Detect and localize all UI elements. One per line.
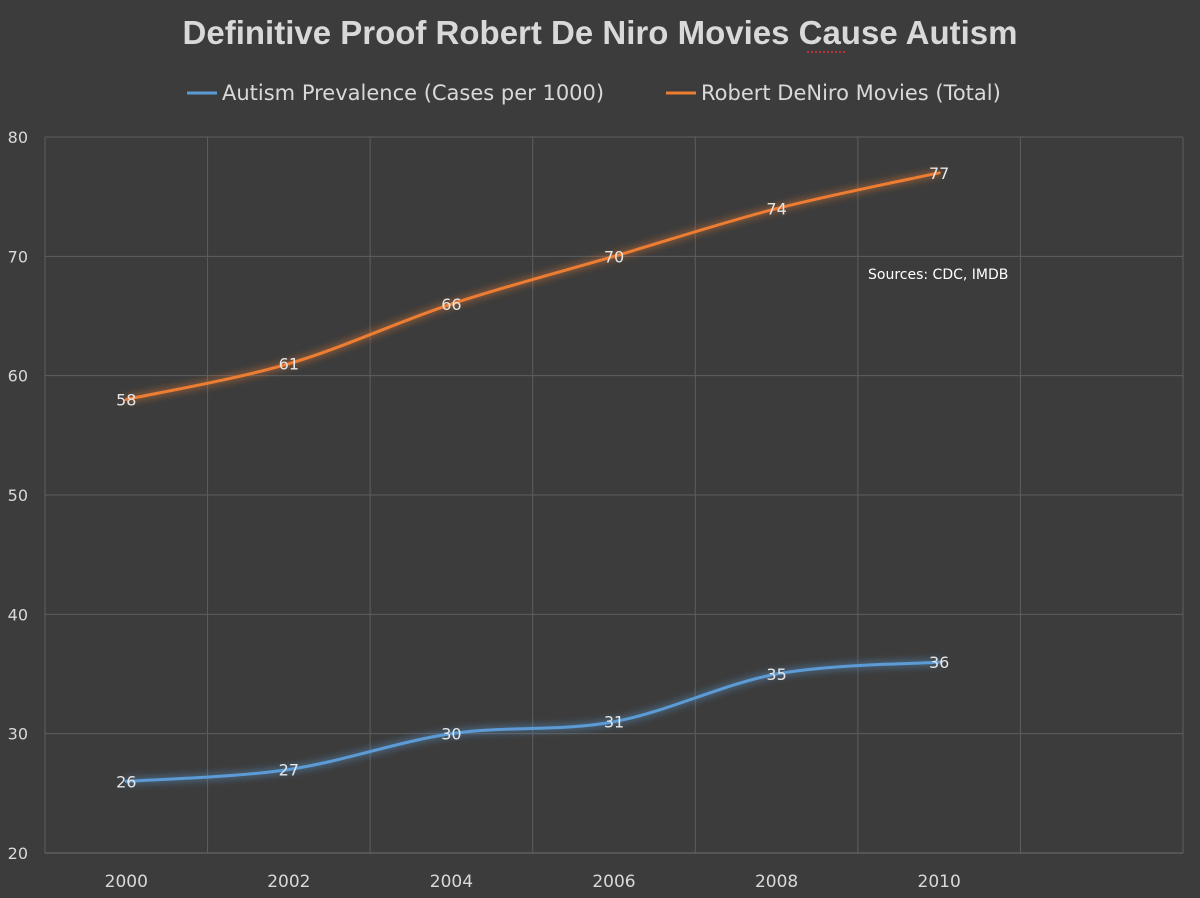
y-tick-label: 20 bbox=[8, 844, 28, 863]
chart-title: Definitive Proof Robert De Niro Movies C… bbox=[183, 14, 1018, 51]
data-label: 36 bbox=[929, 653, 949, 672]
y-tick-label: 80 bbox=[8, 128, 28, 147]
y-tick-label: 70 bbox=[8, 247, 28, 266]
data-label: 35 bbox=[766, 665, 786, 684]
data-label: 74 bbox=[766, 200, 786, 219]
legend: Autism Prevalence (Cases per 1000) Robert… bbox=[187, 81, 1001, 105]
x-tick-label: 2004 bbox=[430, 872, 473, 892]
y-axis-ticks: 20 30 40 50 60 70 80 bbox=[8, 128, 28, 863]
x-tick-label: 2002 bbox=[267, 872, 310, 892]
legend-label: Autism Prevalence (Cases per 1000) bbox=[222, 81, 604, 105]
y-tick-label: 60 bbox=[8, 367, 28, 386]
sources-annotation: Sources: CDC, IMDB bbox=[868, 267, 1008, 283]
data-label: 77 bbox=[929, 164, 949, 183]
data-label: 27 bbox=[279, 760, 299, 779]
series-line-2 bbox=[124, 171, 941, 402]
data-label: 66 bbox=[441, 295, 461, 314]
data-label: 31 bbox=[604, 713, 624, 732]
x-tick-label: 2000 bbox=[105, 872, 148, 892]
data-label: 58 bbox=[116, 391, 136, 410]
x-tick-label: 2008 bbox=[755, 872, 798, 892]
data-label: 70 bbox=[604, 247, 624, 266]
x-tick-label: 2006 bbox=[592, 872, 635, 892]
x-axis-ticks: 2000 2002 2004 2006 2008 2010 bbox=[105, 872, 961, 892]
y-tick-label: 40 bbox=[8, 605, 28, 624]
x-tick-label: 2010 bbox=[918, 872, 961, 892]
series-line-1 bbox=[124, 660, 941, 783]
legend-label: Robert DeNiro Movies (Total) bbox=[701, 81, 1001, 105]
gridlines bbox=[44, 136, 1184, 854]
data-label: 26 bbox=[116, 772, 136, 791]
data-label: 30 bbox=[441, 725, 461, 744]
y-tick-label: 30 bbox=[8, 725, 28, 744]
series-layer bbox=[124, 171, 941, 783]
data-label: 61 bbox=[279, 355, 299, 374]
y-tick-label: 50 bbox=[8, 486, 28, 505]
data-labels: 26 27 30 31 35 36 58 61 66 70 74 77 bbox=[116, 164, 949, 792]
